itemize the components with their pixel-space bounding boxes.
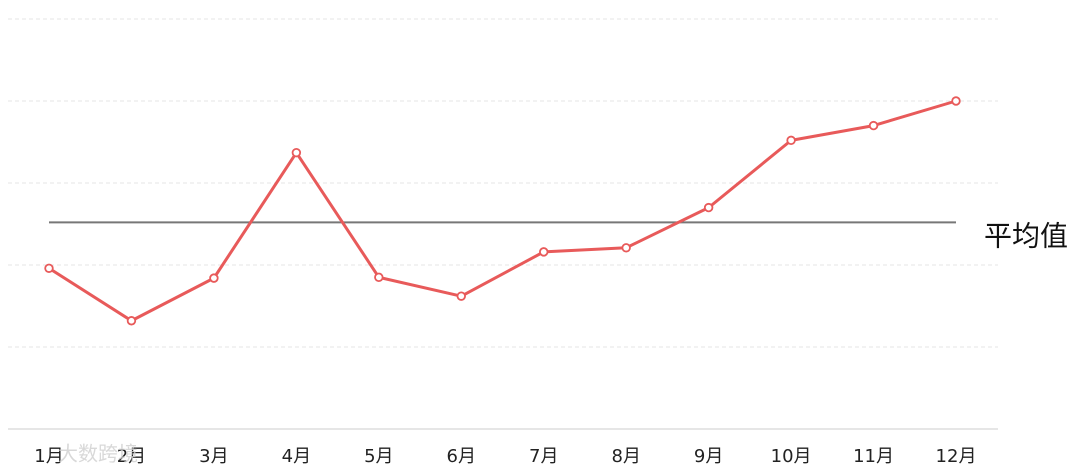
point: [951, 96, 961, 106]
x-tick-label: 2月: [117, 446, 146, 467]
watermark: 大数跨境: [58, 442, 138, 466]
point: [291, 147, 302, 158]
x-tick-label: 4月: [282, 446, 311, 467]
series-line: [48, 99, 957, 323]
point: [621, 243, 631, 253]
average-label: 平均值: [984, 219, 1068, 252]
x-tick-label: 6月: [447, 446, 476, 467]
point: [126, 316, 137, 326]
point: [703, 202, 714, 213]
point: [786, 135, 796, 146]
point: [209, 273, 219, 283]
x-tick-label: 1月: [34, 446, 63, 467]
x-tick-label: 10月: [771, 446, 812, 467]
point: [868, 120, 879, 131]
point: [456, 291, 466, 301]
x-tick-label: 11月: [853, 446, 894, 467]
x-tick-label: 7月: [529, 446, 558, 467]
x-tick-label: 3月: [199, 446, 228, 467]
point: [374, 272, 384, 282]
x-tick-label: 8月: [611, 446, 640, 467]
x-tick-label: 12月: [936, 446, 977, 467]
point: [44, 263, 54, 273]
point: [539, 247, 549, 257]
x-tick-label: 9月: [694, 446, 723, 467]
x-tick-label: 5月: [364, 446, 393, 467]
